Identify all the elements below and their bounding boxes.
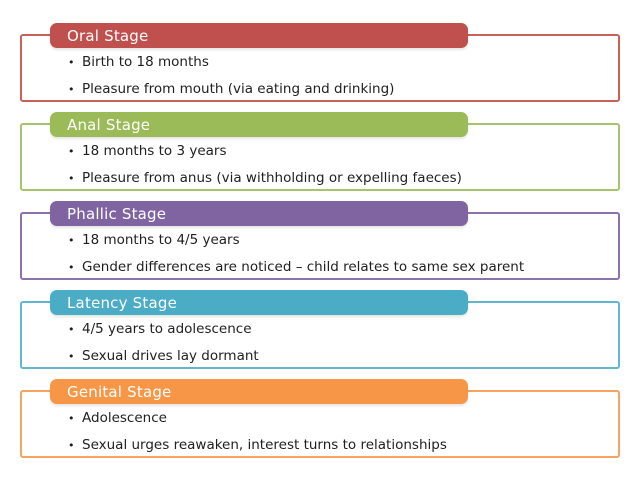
stage-section: Phallic Stage • 18 months to 4/5 years • Ge… xyxy=(20,201,620,281)
bullet-icon: • xyxy=(68,83,75,96)
bullet-text: 18 months to 4/5 years xyxy=(82,232,240,248)
stage-title: Anal Stage xyxy=(67,115,151,134)
bullet-item: • 18 months to 4/5 years xyxy=(68,227,612,254)
bullet-text: Birth to 18 months xyxy=(82,54,209,70)
bullet-item: • Gender differences are noticed – child … xyxy=(68,254,612,281)
bullet-text: Sexual drives lay dormant xyxy=(82,348,259,364)
bullet-text: Pleasure from anus (via withholding or e… xyxy=(82,170,462,186)
stage-header-bar: Latency Stage xyxy=(50,290,468,315)
stage-header-bar: Oral Stage xyxy=(50,23,468,48)
stage-title: Genital Stage xyxy=(67,382,172,401)
bullet-item: • Pleasure from mouth (via eating and dri… xyxy=(68,76,612,103)
stage-title: Oral Stage xyxy=(67,26,149,45)
bullet-item: • Adolescence xyxy=(68,405,612,432)
bullet-item: • Pleasure from anus (via withholding or … xyxy=(68,165,612,192)
stage-header-bar: Anal Stage xyxy=(50,112,468,137)
bullet-item: • Birth to 18 months xyxy=(68,49,612,76)
stage-section: Oral Stage • Birth to 18 months • Pleasure … xyxy=(20,23,620,103)
stage-section: Genital Stage • Adolescence • Sexual urges … xyxy=(20,379,620,459)
bullet-text: Pleasure from mouth (via eating and drin… xyxy=(82,81,395,97)
bullet-item: • Sexual urges reawaken, interest turns t… xyxy=(68,432,612,459)
bullet-text: 4/5 years to adolescence xyxy=(82,321,252,337)
stage-header-bar: Genital Stage xyxy=(50,379,468,404)
bullet-item: • 4/5 years to adolescence xyxy=(68,316,612,343)
bullet-item: • Sexual drives lay dormant xyxy=(68,343,612,370)
stage-bullet-list: • Birth to 18 months • Pleasure from mouth … xyxy=(68,49,612,103)
stage-bullet-list: • 4/5 years to adolescence • Sexual drives … xyxy=(68,316,612,370)
bullet-icon: • xyxy=(68,172,75,185)
bullet-text: 18 months to 3 years xyxy=(82,143,227,159)
bullet-item: • 18 months to 3 years xyxy=(68,138,612,165)
bullet-icon: • xyxy=(68,145,75,158)
stage-bullet-list: • Adolescence • Sexual urges reawaken, inte… xyxy=(68,405,612,459)
stage-title: Latency Stage xyxy=(67,293,178,312)
stage-title: Phallic Stage xyxy=(67,204,167,223)
stage-section: Anal Stage • 18 months to 3 years • Pleasur… xyxy=(20,112,620,192)
bullet-icon: • xyxy=(68,412,75,425)
bullet-icon: • xyxy=(68,56,75,69)
bullet-text: Gender differences are noticed – child r… xyxy=(82,259,525,275)
bullet-icon: • xyxy=(68,350,75,363)
bullet-icon: • xyxy=(68,323,75,336)
bullet-icon: • xyxy=(68,261,75,274)
stage-bullet-list: • 18 months to 4/5 years • Gender differenc… xyxy=(68,227,612,281)
bullet-icon: • xyxy=(68,439,75,452)
stage-bullet-list: • 18 months to 3 years • Pleasure from anus… xyxy=(68,138,612,192)
bullet-icon: • xyxy=(68,234,75,247)
stage-header-bar: Phallic Stage xyxy=(50,201,468,226)
bullet-text: Adolescence xyxy=(82,410,167,426)
stage-section: Latency Stage • 4/5 years to adolescence •… xyxy=(20,290,620,370)
bullet-text: Sexual urges reawaken, interest turns to… xyxy=(82,437,447,453)
